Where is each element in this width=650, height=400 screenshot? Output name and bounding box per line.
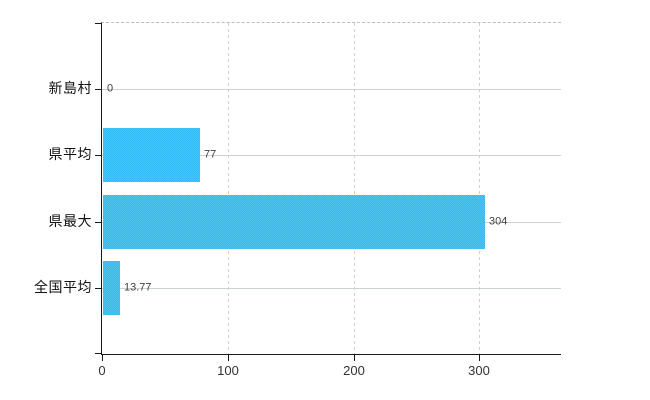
x-axis-tick (354, 355, 355, 361)
x-tick-label: 300 (468, 363, 490, 378)
bar-3 (103, 195, 485, 249)
horizontal-gridline (102, 155, 561, 156)
y-axis-tick (95, 288, 102, 289)
x-axis-tick (228, 355, 229, 361)
horizontal-gridline (102, 89, 561, 90)
y-axis-tick (95, 353, 102, 354)
horizontal-gridline (102, 288, 561, 289)
vertical-gridline (479, 23, 480, 354)
x-axis-tick (102, 355, 103, 361)
x-axis-tick (479, 355, 480, 361)
y-axis-tick (95, 155, 102, 156)
category-label: 新島村 (48, 80, 92, 96)
category-label: 県最大 (48, 213, 92, 229)
y-axis-tick (95, 23, 102, 24)
bar-value-label: 304 (489, 215, 508, 228)
bar-value-label: 77 (204, 148, 217, 161)
bar-value-label: 13.77 (124, 281, 152, 294)
bar-2 (103, 128, 200, 182)
vertical-gridline (228, 23, 229, 354)
category-label: 全国平均 (34, 279, 92, 295)
bar-value-label: 0 (107, 82, 114, 95)
y-axis-tick (95, 89, 102, 90)
bar-4 (103, 261, 120, 315)
x-tick-label: 200 (343, 363, 365, 378)
y-axis-tick (95, 222, 102, 223)
plot-area: 0 77 304 13.77 0 100 200 300 (95, 22, 561, 378)
vertical-gridline (354, 23, 355, 354)
x-tick-label: 100 (217, 363, 239, 378)
x-tick-label: 0 (98, 363, 106, 378)
category-label: 県平均 (48, 146, 92, 162)
